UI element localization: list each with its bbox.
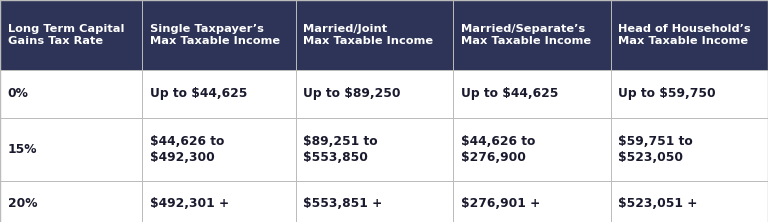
Text: $523,051 +: $523,051 + [618, 197, 697, 210]
Bar [0, 70, 142, 118]
Bar [611, 181, 768, 222]
Text: Up to $44,625: Up to $44,625 [150, 87, 247, 100]
Text: Head of Household’s
Max Taxable Income: Head of Household’s Max Taxable Income [618, 24, 751, 46]
Bar [296, 118, 453, 181]
Text: 20%: 20% [8, 197, 37, 210]
Bar [142, 181, 296, 222]
Bar [453, 118, 611, 181]
Bar [611, 0, 768, 70]
Bar [142, 118, 296, 181]
Text: $553,851 +: $553,851 + [303, 197, 382, 210]
Text: Up to $89,250: Up to $89,250 [303, 87, 401, 100]
Bar [142, 0, 296, 70]
Bar [453, 70, 611, 118]
Bar [453, 0, 611, 70]
Text: 15%: 15% [8, 143, 37, 156]
Bar [0, 181, 142, 222]
Text: Up to $59,750: Up to $59,750 [618, 87, 716, 100]
Text: Single Taxpayer’s
Max Taxable Income: Single Taxpayer’s Max Taxable Income [150, 24, 280, 46]
Text: Long Term Capital
Gains Tax Rate: Long Term Capital Gains Tax Rate [8, 24, 124, 46]
Text: $44,626 to
$276,900: $44,626 to $276,900 [461, 135, 535, 164]
Text: $276,901 +: $276,901 + [461, 197, 540, 210]
Bar [296, 70, 453, 118]
Text: 0%: 0% [8, 87, 28, 100]
Bar [453, 181, 611, 222]
Text: Married/Joint
Max Taxable Income: Married/Joint Max Taxable Income [303, 24, 433, 46]
Bar [0, 118, 142, 181]
Bar [611, 70, 768, 118]
Bar [142, 70, 296, 118]
Text: Married/Separate’s
Max Taxable Income: Married/Separate’s Max Taxable Income [461, 24, 591, 46]
Text: $44,626 to
$492,300: $44,626 to $492,300 [150, 135, 224, 164]
Text: $59,751 to
$523,050: $59,751 to $523,050 [618, 135, 693, 164]
Bar [0, 0, 142, 70]
Text: $89,251 to
$553,850: $89,251 to $553,850 [303, 135, 378, 164]
Bar [296, 181, 453, 222]
Bar [611, 118, 768, 181]
Bar [296, 0, 453, 70]
Text: $492,301 +: $492,301 + [150, 197, 229, 210]
Text: Up to $44,625: Up to $44,625 [461, 87, 558, 100]
